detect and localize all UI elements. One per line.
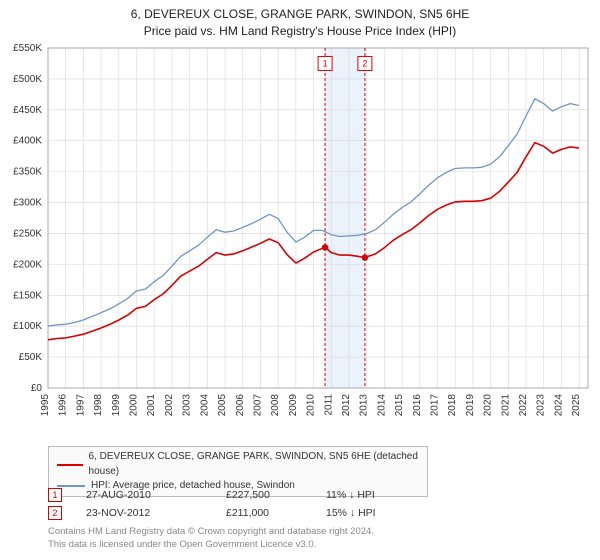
svg-text:£250K: £250K (13, 228, 42, 239)
sale-diff: 11% ↓ HPI (326, 489, 426, 501)
svg-text:1997: 1997 (75, 394, 86, 417)
svg-text:2024: 2024 (553, 394, 564, 417)
svg-text:2006: 2006 (235, 394, 246, 417)
svg-text:2014: 2014 (376, 394, 387, 417)
sale-diff: 15% ↓ HPI (326, 507, 426, 519)
svg-text:£400K: £400K (13, 136, 42, 147)
sale-row: 1 27-AUG-2010 £227,500 11% ↓ HPI (48, 486, 426, 504)
sale-price: £211,000 (226, 507, 326, 519)
sale-date: 23-NOV-2012 (86, 507, 226, 519)
svg-text:1995: 1995 (40, 394, 51, 417)
svg-text:2011: 2011 (323, 394, 334, 416)
svg-text:2001: 2001 (146, 394, 157, 417)
svg-text:2002: 2002 (164, 394, 175, 417)
svg-text:£200K: £200K (13, 259, 42, 270)
svg-text:2016: 2016 (412, 394, 423, 417)
sales-table: 1 27-AUG-2010 £227,500 11% ↓ HPI 2 23-NO… (48, 486, 426, 522)
title-line-1: 6, DEVEREUX CLOSE, GRANGE PARK, SWINDON,… (0, 6, 600, 23)
svg-text:2019: 2019 (465, 394, 476, 417)
svg-text:2021: 2021 (500, 394, 511, 417)
sale-row: 2 23-NOV-2012 £211,000 15% ↓ HPI (48, 504, 426, 522)
sale-date: 27-AUG-2010 (86, 489, 226, 501)
svg-text:1996: 1996 (58, 394, 69, 417)
svg-text:£50K: £50K (19, 352, 43, 363)
footer: Contains HM Land Registry data © Crown c… (48, 526, 374, 552)
svg-text:2025: 2025 (571, 394, 582, 417)
legend-swatch-property (57, 464, 83, 466)
svg-text:1998: 1998 (93, 394, 104, 417)
svg-text:£500K: £500K (13, 74, 42, 85)
svg-text:2013: 2013 (359, 394, 370, 417)
svg-text:£0: £0 (31, 383, 43, 394)
svg-text:2: 2 (362, 58, 367, 68)
legend-item: 6, DEVEREUX CLOSE, GRANGE PARK, SWINDON,… (57, 450, 419, 479)
svg-text:£350K: £350K (13, 167, 42, 178)
line-chart-svg: £0£50K£100K£150K£200K£250K£300K£350K£400… (48, 48, 592, 410)
svg-text:£300K: £300K (13, 198, 42, 209)
svg-text:£100K: £100K (13, 321, 42, 332)
chart-container: 6, DEVEREUX CLOSE, GRANGE PARK, SWINDON,… (0, 0, 600, 560)
svg-text:2000: 2000 (129, 394, 140, 417)
svg-text:2009: 2009 (288, 394, 299, 417)
svg-text:2015: 2015 (394, 394, 405, 417)
sale-marker-icon: 2 (48, 506, 62, 520)
svg-text:2012: 2012 (341, 394, 352, 417)
svg-text:2020: 2020 (483, 394, 494, 417)
svg-text:2007: 2007 (252, 394, 263, 417)
svg-text:£550K: £550K (13, 43, 42, 54)
svg-text:2023: 2023 (536, 394, 547, 417)
sale-price: £227,500 (226, 489, 326, 501)
svg-text:2022: 2022 (518, 394, 529, 417)
svg-text:2003: 2003 (182, 394, 193, 417)
title-line-2: Price paid vs. HM Land Registry's House … (0, 23, 600, 40)
footer-line-1: Contains HM Land Registry data © Crown c… (48, 526, 374, 539)
chart-area: £0£50K£100K£150K£200K£250K£300K£350K£400… (48, 48, 592, 410)
svg-text:2018: 2018 (447, 394, 458, 417)
svg-text:2010: 2010 (306, 394, 317, 417)
title-block: 6, DEVEREUX CLOSE, GRANGE PARK, SWINDON,… (0, 0, 600, 40)
svg-text:£450K: £450K (13, 105, 42, 116)
svg-text:2008: 2008 (270, 394, 281, 417)
sale-marker-icon: 1 (48, 488, 62, 502)
svg-text:£150K: £150K (13, 290, 42, 301)
svg-text:2005: 2005 (217, 394, 228, 417)
svg-text:1: 1 (323, 58, 328, 68)
svg-text:2004: 2004 (199, 394, 210, 417)
svg-text:1999: 1999 (111, 394, 122, 417)
legend-label: 6, DEVEREUX CLOSE, GRANGE PARK, SWINDON,… (89, 450, 419, 479)
svg-text:2017: 2017 (430, 394, 441, 417)
footer-line-2: This data is licensed under the Open Gov… (48, 539, 374, 552)
